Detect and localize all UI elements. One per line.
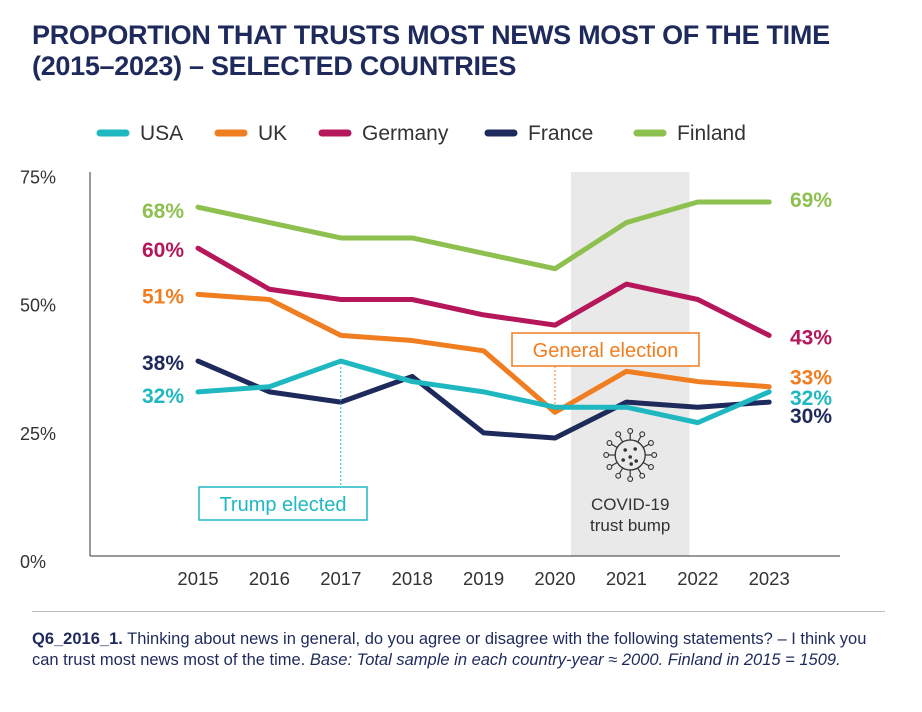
line-chart: USA UK Germany France Finland COVID-19 trust … xyxy=(20,122,840,589)
series-line-finland xyxy=(195,199,772,272)
divider xyxy=(32,611,885,612)
legend-label-finland: Finland xyxy=(677,122,746,145)
footnote-question-code: Q6_2016_1. xyxy=(32,630,123,648)
general-election-label: General election xyxy=(533,340,679,362)
band-label-line-2: trust bump xyxy=(590,516,670,535)
legend-label-france: France xyxy=(528,122,593,145)
series-line-uk xyxy=(195,291,772,415)
legend-label-germany: Germany xyxy=(362,122,449,145)
footnote-base: Base: Total sample in each country-year … xyxy=(305,651,841,669)
chart-title: PROPORTION THAT TRUSTS MOST NEWS MOST OF… xyxy=(32,20,902,82)
y-tick-label: 75% xyxy=(20,167,56,187)
general-election-box xyxy=(511,332,700,367)
start-label-uk: 51% xyxy=(142,285,184,308)
start-label-france: 38% xyxy=(142,352,184,375)
y-tick-label: 0% xyxy=(20,552,46,572)
band-label-line-1: COVID-19 xyxy=(591,495,669,514)
series-line-usa xyxy=(195,358,772,426)
x-tick-label: 2019 xyxy=(463,568,504,589)
x-tick-label: 2021 xyxy=(606,568,647,589)
x-tick-label: 2018 xyxy=(392,568,433,589)
annotations: General election Trump elected xyxy=(198,332,700,521)
x-tick-label: 2020 xyxy=(534,568,575,589)
end-label-germany: 43% xyxy=(790,326,832,349)
series-line-france xyxy=(195,358,772,441)
legend-label-usa: USA xyxy=(140,122,183,145)
x-tick-label: 2017 xyxy=(320,568,361,589)
y-tick-label: 25% xyxy=(20,424,56,444)
series-lines xyxy=(195,199,772,441)
end-label-usa: 32% xyxy=(790,387,832,410)
x-tick-label: 2015 xyxy=(177,568,218,589)
data-labels: 32% 32% 51% 33% 60% 43% 38% 30% 68% 69% xyxy=(142,189,832,428)
series-line-germany xyxy=(195,245,772,338)
start-label-usa: 32% xyxy=(142,385,184,408)
start-label-germany: 60% xyxy=(142,239,184,262)
trump-elected-box xyxy=(198,486,368,521)
end-label-uk: 33% xyxy=(790,367,832,390)
legend-label-uk: UK xyxy=(258,122,287,145)
legend: USA UK Germany France Finland xyxy=(96,122,746,145)
end-label-finland: 69% xyxy=(790,189,832,212)
axes: 0% 25% 50% 75% 2015 2016 2017 2018 2019 2020 2021 2… xyxy=(20,167,840,589)
trump-elected-label: Trump elected xyxy=(219,494,346,516)
chart-title-line-1: PROPORTION THAT TRUSTS MOST NEWS MOST OF… xyxy=(32,20,830,50)
x-tick-label: 2022 xyxy=(677,568,718,589)
start-label-finland: 68% xyxy=(142,200,184,223)
y-tick-label: 50% xyxy=(20,296,56,316)
chart-title-line-2: (2015–2023) – SELECTED COUNTRIES xyxy=(32,51,517,81)
x-tick-label: 2016 xyxy=(249,568,290,589)
footnote-text: Thinking about news in general, do you a… xyxy=(32,630,867,669)
end-label-france: 30% xyxy=(790,405,832,428)
x-tick-label: 2023 xyxy=(749,568,790,589)
virus-icon xyxy=(603,428,658,482)
footnote: Q6_2016_1. Thinking about news in genera… xyxy=(32,629,892,671)
